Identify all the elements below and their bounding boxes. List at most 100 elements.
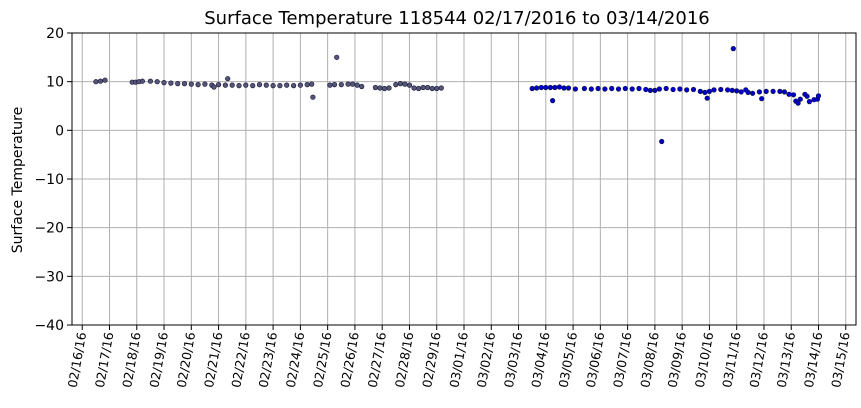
data-point [139,78,145,84]
y-tick-label: −20 [34,221,64,237]
data-point [350,81,356,87]
data-point [256,81,263,88]
data-point [647,87,653,93]
data-point [202,81,208,87]
data-point [420,84,426,91]
data-point [659,138,665,145]
data-point [250,82,256,89]
data-point [690,86,697,93]
data-point [549,97,556,104]
data-point [781,89,788,95]
data-point [243,82,249,88]
data-point [406,82,413,88]
data-point [806,98,813,105]
y-tick-label: 10 [46,75,64,91]
data-point [749,90,756,96]
data-point [93,79,99,85]
data-point [402,81,408,87]
data-point [790,92,797,98]
data-point [334,54,340,60]
data-point [786,91,792,97]
data-point [529,85,535,92]
data-point [677,86,683,92]
data-point [277,82,283,89]
data-point [381,85,388,92]
data-point [195,81,201,88]
data-point [434,85,440,92]
data-point [102,77,108,83]
data-point [425,84,431,91]
data-point [327,82,333,88]
x-axis-ticks: 02/16/16 02/17/16 02/18/16 02/19/16 02/20/16… [65,325,853,389]
data-point [175,80,181,87]
data-point [636,85,642,92]
data-point [225,76,231,82]
data-point [386,85,392,91]
data-point [622,85,628,92]
data-point [263,82,269,88]
data-point [643,86,649,93]
y-tick-label: −10 [34,172,64,188]
data-point [270,82,276,89]
data-point [188,81,194,87]
data-point [331,81,338,88]
data-point [797,96,803,102]
data-point [309,81,315,87]
data-point [372,84,379,91]
grid [72,32,856,326]
data-point [609,85,615,92]
data-point [702,89,708,95]
data-point [704,95,710,101]
data-point [770,88,776,94]
data-point [815,93,822,99]
y-axis-ticks: 20 10 0 −10 −20 −30 −40 [34,26,72,334]
data-point [588,86,594,92]
data-point [759,96,765,102]
data-point [730,45,736,52]
data-point [181,80,188,87]
data-point [154,79,160,85]
data-point [729,87,735,93]
data-point [595,85,601,92]
data-point [602,86,608,92]
data-point [345,81,351,87]
data-point [216,81,222,88]
data-point [543,84,549,91]
y-tick-label: −40 [34,318,64,334]
data-point [804,93,810,99]
data-point [706,88,713,94]
data-point [745,89,751,95]
data-point [438,85,444,91]
data-point [297,82,304,88]
data-point [291,82,297,89]
y-tick-label: 0 [55,123,64,139]
data-point [236,82,242,89]
data-point [161,79,167,86]
data-point [724,87,731,93]
data-point [581,85,588,92]
data-point [411,85,417,91]
data-point [670,86,676,93]
data-point [147,78,153,84]
data-point [734,88,740,94]
data-point [393,81,399,88]
data-point [429,85,435,92]
chart-title: Surface Temperature 118544 02/17/2016 to… [204,8,709,29]
y-tick-label: 20 [46,26,64,42]
data-point [656,86,663,92]
data-point [97,78,103,84]
data-point [697,88,703,94]
data-point [711,87,717,93]
y-tick-label: −30 [34,269,64,285]
data-point [652,87,658,93]
data-point [304,81,310,88]
data-point [684,87,690,93]
data-point [777,88,783,94]
data-point [416,85,422,92]
data-point [338,81,344,88]
data-point [397,80,404,87]
data-point [359,83,365,90]
data-point [284,82,290,88]
